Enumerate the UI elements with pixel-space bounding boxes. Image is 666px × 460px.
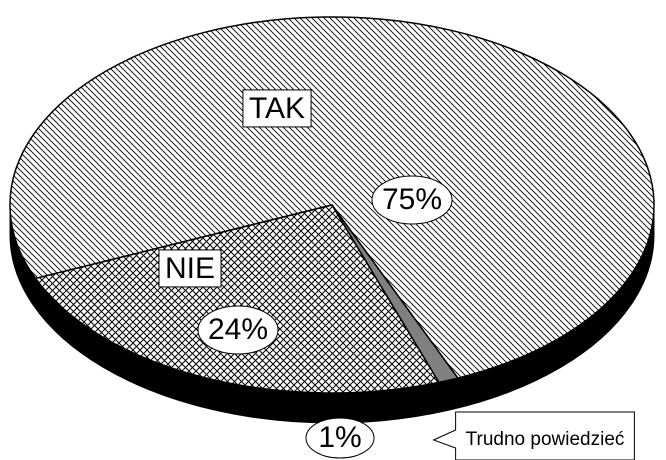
value-label-bg	[197, 305, 279, 355]
value-label: 75%	[382, 183, 442, 216]
category-label: NIE	[165, 252, 215, 285]
label-box	[158, 249, 222, 288]
callout-box	[432, 411, 635, 460]
category-label: TAK	[249, 92, 305, 125]
pie	[9, 16, 655, 424]
pie-slice	[331, 204, 460, 384]
value-label-bg	[305, 417, 375, 459]
value-label-bg	[371, 175, 453, 225]
pie-slice	[9, 16, 655, 379]
label-box	[242, 89, 312, 128]
value-label: 1%	[318, 421, 361, 454]
category-label: Trudno powiedzieć	[466, 429, 625, 450]
labels: TAK 75% NIE 24% Trudno powiedzieć 1%	[158, 89, 635, 460]
pie-slice	[34, 204, 441, 394]
value-label: 24%	[208, 313, 268, 346]
